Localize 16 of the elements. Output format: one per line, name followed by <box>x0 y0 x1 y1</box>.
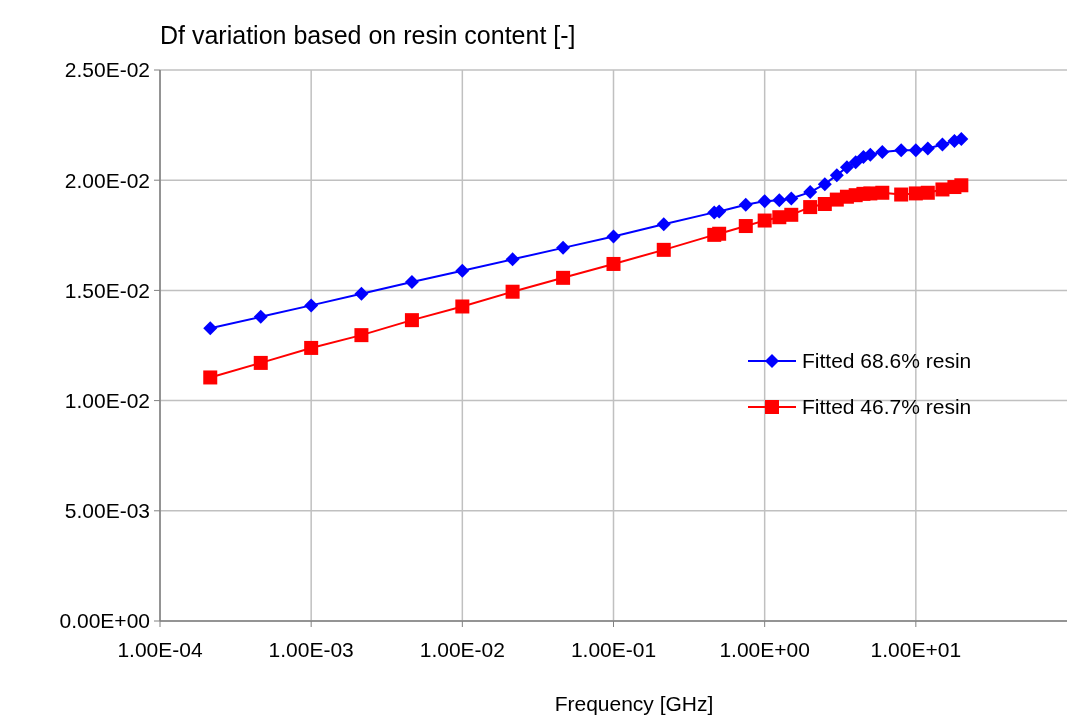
x-tick-label: 1.00E+01 <box>870 638 962 661</box>
y-tick-label: 1.50E-02 <box>64 278 150 302</box>
legend-label: Fitted 46.7% resin <box>802 395 972 419</box>
x-tick-label: 1.00E-01 <box>570 638 657 661</box>
x-tick-label: 1.00E-03 <box>268 638 354 661</box>
x-axis-title: Frequency [GHz] <box>554 692 714 715</box>
x-tick-label: 1.00E+00 <box>719 638 810 661</box>
chart-title: Df variation based on resin content [-] <box>160 21 576 49</box>
x-tick-label: 1.00E-04 <box>117 638 203 661</box>
legend-label: Fitted 68.6% resin <box>802 349 972 373</box>
y-tick-label: 2.50E-02 <box>64 58 150 82</box>
y-tick-label: 5.00E-03 <box>64 499 150 523</box>
y-tick-label: 0.00E+00 <box>59 609 150 633</box>
x-tick-label: 1.00E-02 <box>419 638 505 661</box>
y-tick-label: 2.00E-02 <box>64 168 150 192</box>
y-tick-label: 1.00E-02 <box>64 388 150 412</box>
